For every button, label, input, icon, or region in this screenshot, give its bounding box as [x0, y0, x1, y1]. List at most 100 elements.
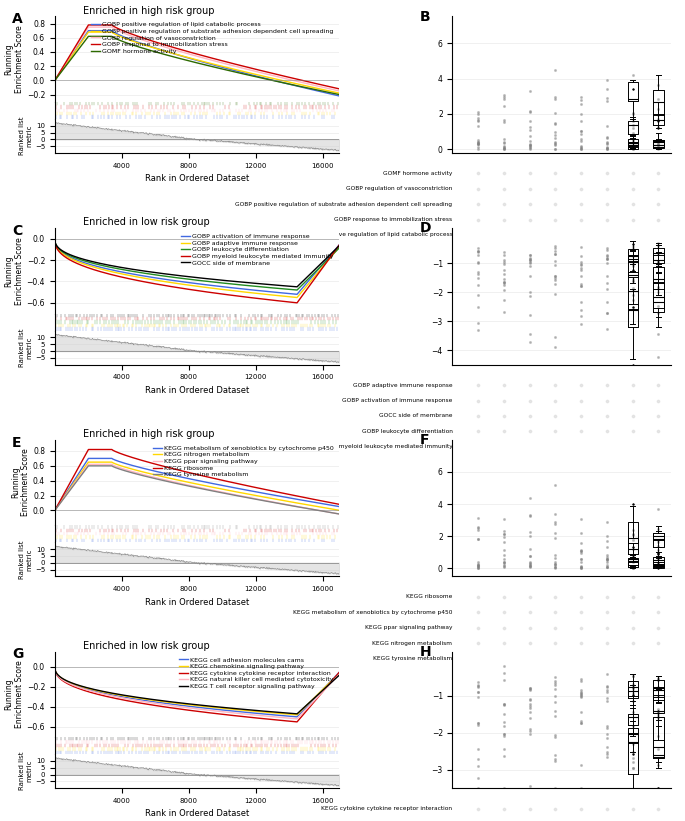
- Legend: KEGG cell adhesion molecules cams, KEGG chemokine signaling pathway, KEGG cytoki: KEGG cell adhesion molecules cams, KEGG …: [176, 654, 336, 691]
- Point: [627, 561, 638, 574]
- Y-axis label: Running
Enrichment Score: Running Enrichment Score: [11, 448, 30, 516]
- Point: [524, 114, 535, 127]
- Point: [524, 509, 535, 522]
- Text: B: B: [420, 10, 430, 24]
- Point: [473, 424, 484, 438]
- Point: [601, 277, 612, 290]
- Point: [473, 752, 484, 765]
- Point: [550, 137, 561, 150]
- Point: [601, 560, 612, 573]
- Point: [653, 553, 664, 566]
- Point: [601, 410, 612, 423]
- Point: [653, 708, 664, 721]
- Point: [499, 652, 510, 665]
- Point: [601, 686, 612, 699]
- Point: [524, 137, 535, 150]
- Point: [473, 606, 484, 619]
- Point: [550, 142, 561, 155]
- Point: [627, 198, 638, 211]
- Point: [499, 99, 510, 112]
- Point: [653, 228, 664, 241]
- Point: [550, 248, 561, 261]
- Point: [473, 440, 484, 453]
- Point: [550, 679, 561, 692]
- Point: [473, 681, 484, 694]
- Point: [653, 138, 664, 151]
- Point: [575, 107, 586, 120]
- Point: [575, 135, 586, 148]
- Text: G: G: [12, 647, 23, 661]
- Point: [473, 621, 484, 635]
- Point: [575, 606, 586, 619]
- Point: [653, 560, 664, 573]
- Point: [601, 719, 612, 732]
- Point: [575, 690, 586, 704]
- Point: [653, 255, 664, 268]
- Point: [550, 731, 561, 744]
- Point: [499, 182, 510, 195]
- Point: [473, 300, 484, 314]
- Point: [524, 681, 535, 695]
- Point: [653, 818, 664, 821]
- Text: Enriched in low risk group: Enriched in low risk group: [84, 641, 210, 651]
- Point: [473, 559, 484, 572]
- Point: [627, 132, 638, 145]
- Point: [601, 561, 612, 574]
- Point: [627, 167, 638, 180]
- Point: [473, 686, 484, 699]
- Point: [601, 249, 612, 262]
- Point: [499, 590, 510, 603]
- Point: [627, 118, 638, 131]
- Point: [550, 682, 561, 695]
- Text: Enriched in high risk group: Enriched in high risk group: [84, 429, 214, 439]
- Point: [473, 511, 484, 524]
- Point: [524, 542, 535, 555]
- Point: [473, 717, 484, 730]
- Point: [627, 533, 638, 546]
- Point: [601, 741, 612, 754]
- Point: [653, 256, 664, 269]
- Point: [550, 126, 561, 139]
- Point: [575, 127, 586, 140]
- Point: [653, 535, 664, 548]
- Point: [499, 560, 510, 573]
- Point: [524, 694, 535, 707]
- Point: [473, 255, 484, 268]
- Point: [575, 561, 586, 574]
- Point: [550, 424, 561, 438]
- Point: [499, 89, 510, 102]
- Point: [627, 751, 638, 764]
- Point: [550, 117, 561, 130]
- Y-axis label: Ranked list
metric: Ranked list metric: [19, 540, 32, 579]
- Point: [550, 277, 561, 291]
- Point: [473, 394, 484, 407]
- Text: GOBP regulation of vasoconstriction: GOBP regulation of vasoconstriction: [346, 186, 453, 191]
- Point: [627, 106, 638, 119]
- Point: [601, 556, 612, 569]
- Point: [550, 636, 561, 649]
- Point: [473, 213, 484, 226]
- Point: [524, 142, 535, 155]
- Point: [524, 559, 535, 572]
- Point: [499, 512, 510, 525]
- Text: C: C: [12, 224, 23, 238]
- Point: [627, 527, 638, 540]
- Point: [550, 515, 561, 528]
- Point: [601, 590, 612, 603]
- Point: [601, 136, 612, 149]
- Point: [550, 378, 561, 392]
- Point: [627, 257, 638, 270]
- Point: [550, 590, 561, 603]
- Point: [601, 747, 612, 760]
- Point: [473, 278, 484, 291]
- Point: [524, 213, 535, 226]
- Point: [575, 303, 586, 316]
- Point: [473, 782, 484, 795]
- Point: [653, 590, 664, 603]
- Point: [575, 714, 586, 727]
- Point: [550, 562, 561, 575]
- Point: [473, 245, 484, 258]
- Text: A: A: [12, 12, 23, 26]
- Point: [499, 141, 510, 154]
- Point: [627, 818, 638, 821]
